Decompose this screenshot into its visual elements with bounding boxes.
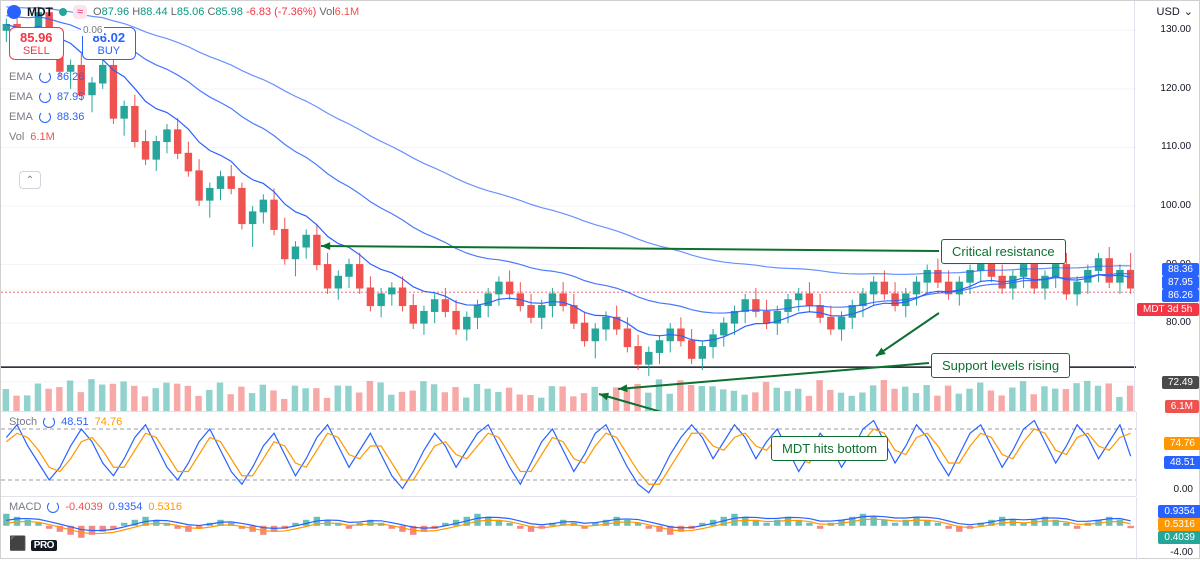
macd-hist: -0.4039 [65,501,102,513]
price-y-axis[interactable]: 70.0080.0090.00100.00110.00120.00130.008… [1134,1,1199,411]
ema2-label[interactable]: EMA [9,91,33,103]
spread-value: 0.06 [81,25,104,36]
y-tag: 0.9354 [1158,505,1200,518]
y-price-tag: 87.95 [1162,276,1199,289]
ticker-icon [7,5,21,19]
ema1-val: 86.26 [57,71,85,83]
y-tick: 100.00 [1160,200,1191,211]
macd-sig: 0.5316 [148,501,182,513]
sell-button[interactable]: 85.96 SELL [9,27,64,60]
y-price-tag: 86.26 [1162,289,1199,302]
vol-label[interactable]: Vol [9,131,24,143]
macd-y-axis[interactable]: 0.93540.53160.4039 -4.00 [1136,497,1200,560]
refresh-icon[interactable] [47,501,59,513]
price-chart-pane[interactable] [1,1,1136,411]
y-tag: 48.51 [1164,456,1200,469]
macd-label[interactable]: MACD [9,501,41,513]
ticker-symbol[interactable]: MDT [27,5,53,19]
y-tick: 130.00 [1160,24,1191,35]
annotation-label[interactable]: Critical resistance [941,239,1066,264]
y-tick: 120.00 [1160,83,1191,94]
macd-line: 0.9354 [109,501,143,513]
y-tag: 0.4039 [1158,531,1200,544]
stoch-k: 48.51 [61,416,89,428]
stoch-pane[interactable]: Stoch48.5174.76 74.7648.510.00 [1,411,1136,496]
collapse-button[interactable]: ⌃ [19,171,41,189]
ema2-val: 87.95 [57,91,85,103]
stoch-y-axis[interactable]: 74.76 48.51 0.00 [1136,412,1200,496]
y-tick: 110.00 [1161,141,1191,152]
refresh-icon[interactable] [43,416,55,428]
status-dot [59,8,67,16]
y-tag: 74.76 [1164,437,1200,450]
ohlc-readout: O87.96 H88.44 L85.06 C85.98 -6.83 (-7.36… [93,6,359,18]
y-price-tag: MDT 3d 5h [1137,303,1199,316]
annotation-label[interactable]: MDT hits bottom [771,436,888,461]
ema3-label[interactable]: EMA [9,111,33,123]
sell-buy-panel: 85.96 SELL 0.06 86.02 BUY [9,27,136,60]
refresh-icon[interactable] [39,111,51,123]
stoch-d: 74.76 [95,416,123,428]
y-price-tag: 72.49 [1162,376,1199,389]
tilde-pill: ≈ [73,5,87,19]
y-price-tag: 88.36 [1162,263,1199,276]
tradingview-logo: ⬛ PRO [9,535,57,552]
stoch-label[interactable]: Stoch [9,416,37,428]
refresh-icon[interactable] [39,71,51,83]
vol-val: 6.1M [30,131,54,143]
annotation-label[interactable]: Support levels rising [931,353,1070,378]
y-tick: 80.00 [1166,317,1191,328]
y-tick: 0.00 [1174,484,1193,495]
ema3-val: 88.36 [57,111,85,123]
refresh-icon[interactable] [39,91,51,103]
ema1-label[interactable]: EMA [9,71,33,83]
y-tag: 0.5316 [1158,518,1200,531]
y-tick: -4.00 [1170,547,1193,558]
macd-pane[interactable]: MACD-0.40390.93540.5316 0.93540.53160.40… [1,496,1136,560]
